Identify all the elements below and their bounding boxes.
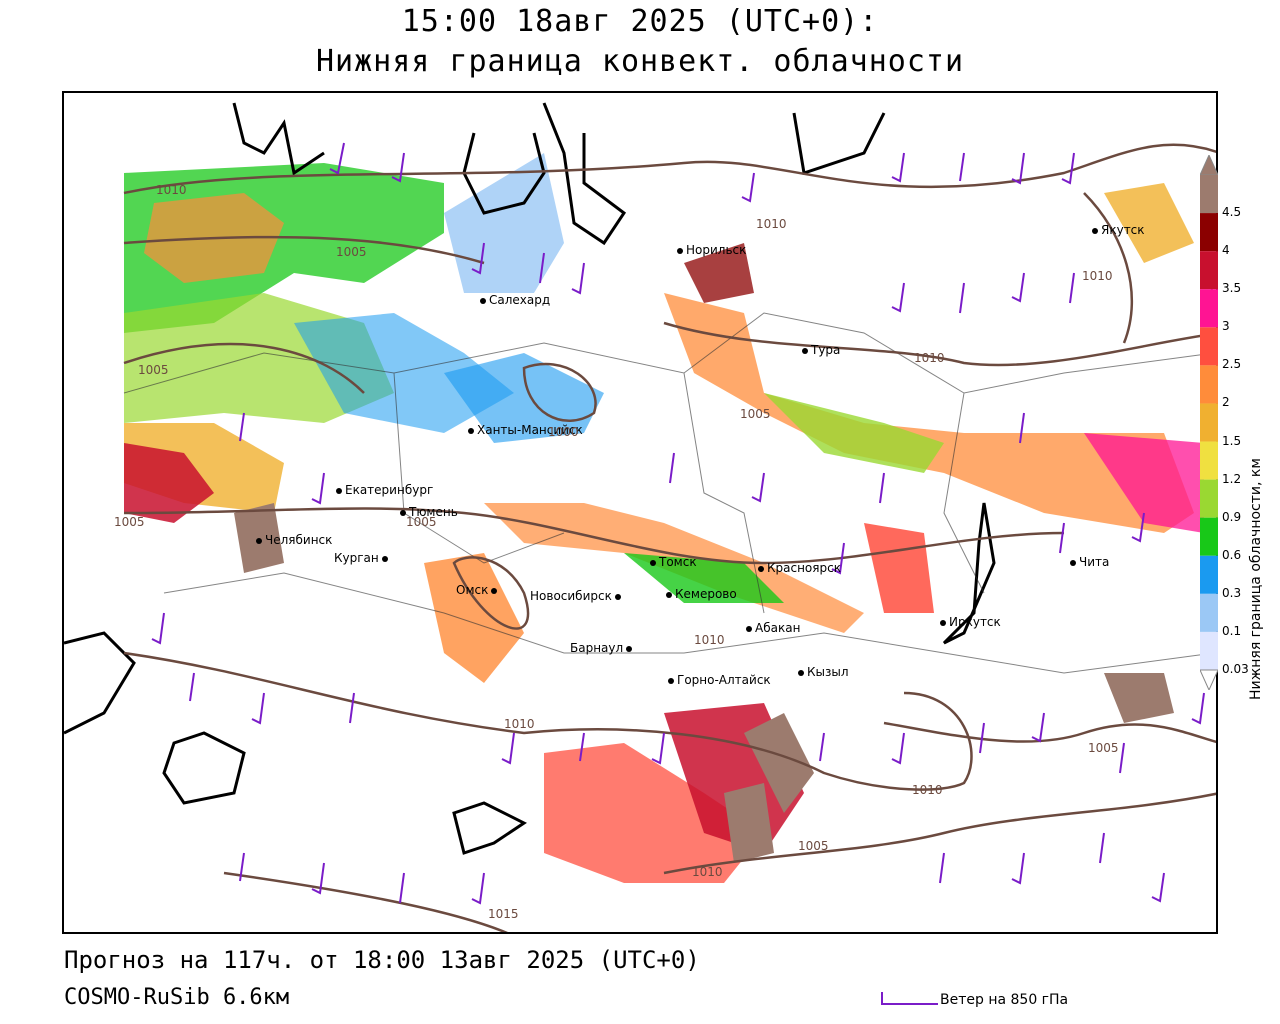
wind-legend: Ветер на 850 гПа — [880, 990, 1068, 1010]
colorbar-tick-label: 4.5 — [1222, 205, 1242, 220]
wind-barbs — [151, 142, 1215, 905]
city-krasnoyarsk: Красноярск — [758, 561, 841, 575]
city-barnaul: Барнаул — [570, 641, 635, 655]
city-kemerovo: Кемерово — [666, 587, 737, 601]
city-kurgan: Курган — [334, 551, 391, 565]
region-borders — [123, 312, 1215, 674]
cloud-base-field — [124, 153, 1204, 883]
city-chelyabinsk: Челябинск — [256, 533, 332, 547]
isobar-label: 1010 — [156, 183, 187, 197]
city-tyumen: Тюмень — [400, 505, 458, 519]
isobar-label: 1005 — [114, 515, 145, 529]
colorbar-swatch — [1200, 441, 1218, 480]
city-kyzyl: Кызыл — [798, 665, 849, 679]
isobar-label: 1005 — [406, 515, 437, 529]
colorbar-swatch — [1200, 403, 1218, 442]
isobar-label: 1010 — [694, 633, 725, 647]
colorbar-swatch — [1200, 593, 1218, 632]
colorbar-swatch — [1200, 479, 1218, 518]
city-omsk: Омск — [456, 583, 500, 597]
colorbar-tick-label: 0.03 — [1222, 662, 1249, 676]
colorbar-tick-label: 1.5 — [1222, 433, 1242, 448]
city-khanty-mansiysk: Ханты-Мансийск — [468, 423, 583, 437]
isobar-label: 1005 — [798, 839, 829, 853]
isobar-label: 1010 — [692, 865, 723, 879]
map-title-time: 15:00 18авг 2025 (UTC+0): — [401, 4, 879, 39]
isobars — [123, 143, 1216, 932]
colorbar-tick-label: 0.6 — [1222, 547, 1242, 562]
isobar-label: 1010 — [914, 351, 945, 365]
colorbar-tick-label: 0.3 — [1222, 585, 1242, 600]
colorbar-swatch — [1200, 289, 1218, 328]
isobar-label: 1005 — [138, 363, 169, 377]
isobar-label: 1010 — [912, 783, 943, 797]
isobar-label: 1000 — [548, 425, 579, 439]
isobar-label: 1010 — [756, 217, 787, 231]
city-yekaterinburg: Екатеринбург — [336, 483, 433, 497]
isobar-label: 1005 — [336, 245, 367, 259]
colorbar-swatch — [1200, 175, 1218, 214]
colorbar-bottom-arrow — [1200, 669, 1218, 690]
colorbar-tick-label: 1.2 — [1222, 471, 1242, 486]
colorbar-tick-label: 0.9 — [1222, 509, 1242, 524]
colorbar-swatch — [1200, 365, 1218, 404]
colorbar-swatch — [1200, 213, 1218, 252]
city-gorno-altaysk: Горно-Алтайск — [668, 673, 771, 687]
colorbar-tick-label: 3.5 — [1222, 281, 1242, 296]
colorbar-title: Нижняя граница облачности, км — [1248, 458, 1264, 700]
city-tomsk: Томск — [650, 555, 697, 569]
city-irkutsk: Иркутск — [940, 615, 1001, 629]
city-salekhard: Салехард — [480, 293, 550, 307]
colorbar-tick-label: 3 — [1222, 319, 1230, 334]
city-novosibirsk: Новосибирск — [530, 589, 624, 603]
isobar-label: 1010 — [504, 717, 535, 731]
city-norilsk: Норильск — [677, 243, 746, 257]
colorbar-swatch — [1200, 517, 1218, 556]
colorbar-swatch — [1200, 251, 1218, 290]
colorbar-tick-label: 2.5 — [1222, 357, 1242, 372]
colorbar-tick-label: 4 — [1222, 243, 1230, 258]
colorbar-tick-label: 0.1 — [1222, 623, 1242, 638]
city-abakan: Абакан — [746, 621, 800, 635]
colorbar-tick-label: 2 — [1222, 395, 1230, 410]
isobar-label: 1005 — [740, 407, 771, 421]
isobar-label: 1005 — [1088, 741, 1119, 755]
coastlines — [64, 102, 996, 855]
isobar-label: 1010 — [1082, 269, 1113, 283]
isobar-label: 1015 — [488, 907, 519, 921]
city-yakutsk: Якутск — [1092, 223, 1145, 237]
model-name: COSMO-RuSib 6.6км — [64, 985, 290, 1010]
city-chita: Чита — [1070, 555, 1109, 569]
forecast-info: Прогноз на 117ч. от 18:00 13авг 2025 (UT… — [64, 946, 700, 974]
colorbar-swatch — [1200, 631, 1218, 670]
map-canvas — [64, 102, 1216, 932]
colorbar-top-arrow — [1200, 155, 1218, 176]
map-title-parameter: Нижняя граница конвект. облачности — [315, 44, 965, 79]
colorbar-swatch — [1200, 327, 1218, 366]
wind-barb-icon — [881, 992, 938, 1005]
colorbar-swatch — [1200, 555, 1218, 594]
city-tura: Тура — [802, 343, 840, 357]
weather-map[interactable]: Норильск Якутск Салехард Тура Ханты-Манс… — [62, 91, 1218, 934]
colorbar — [1200, 155, 1218, 690]
